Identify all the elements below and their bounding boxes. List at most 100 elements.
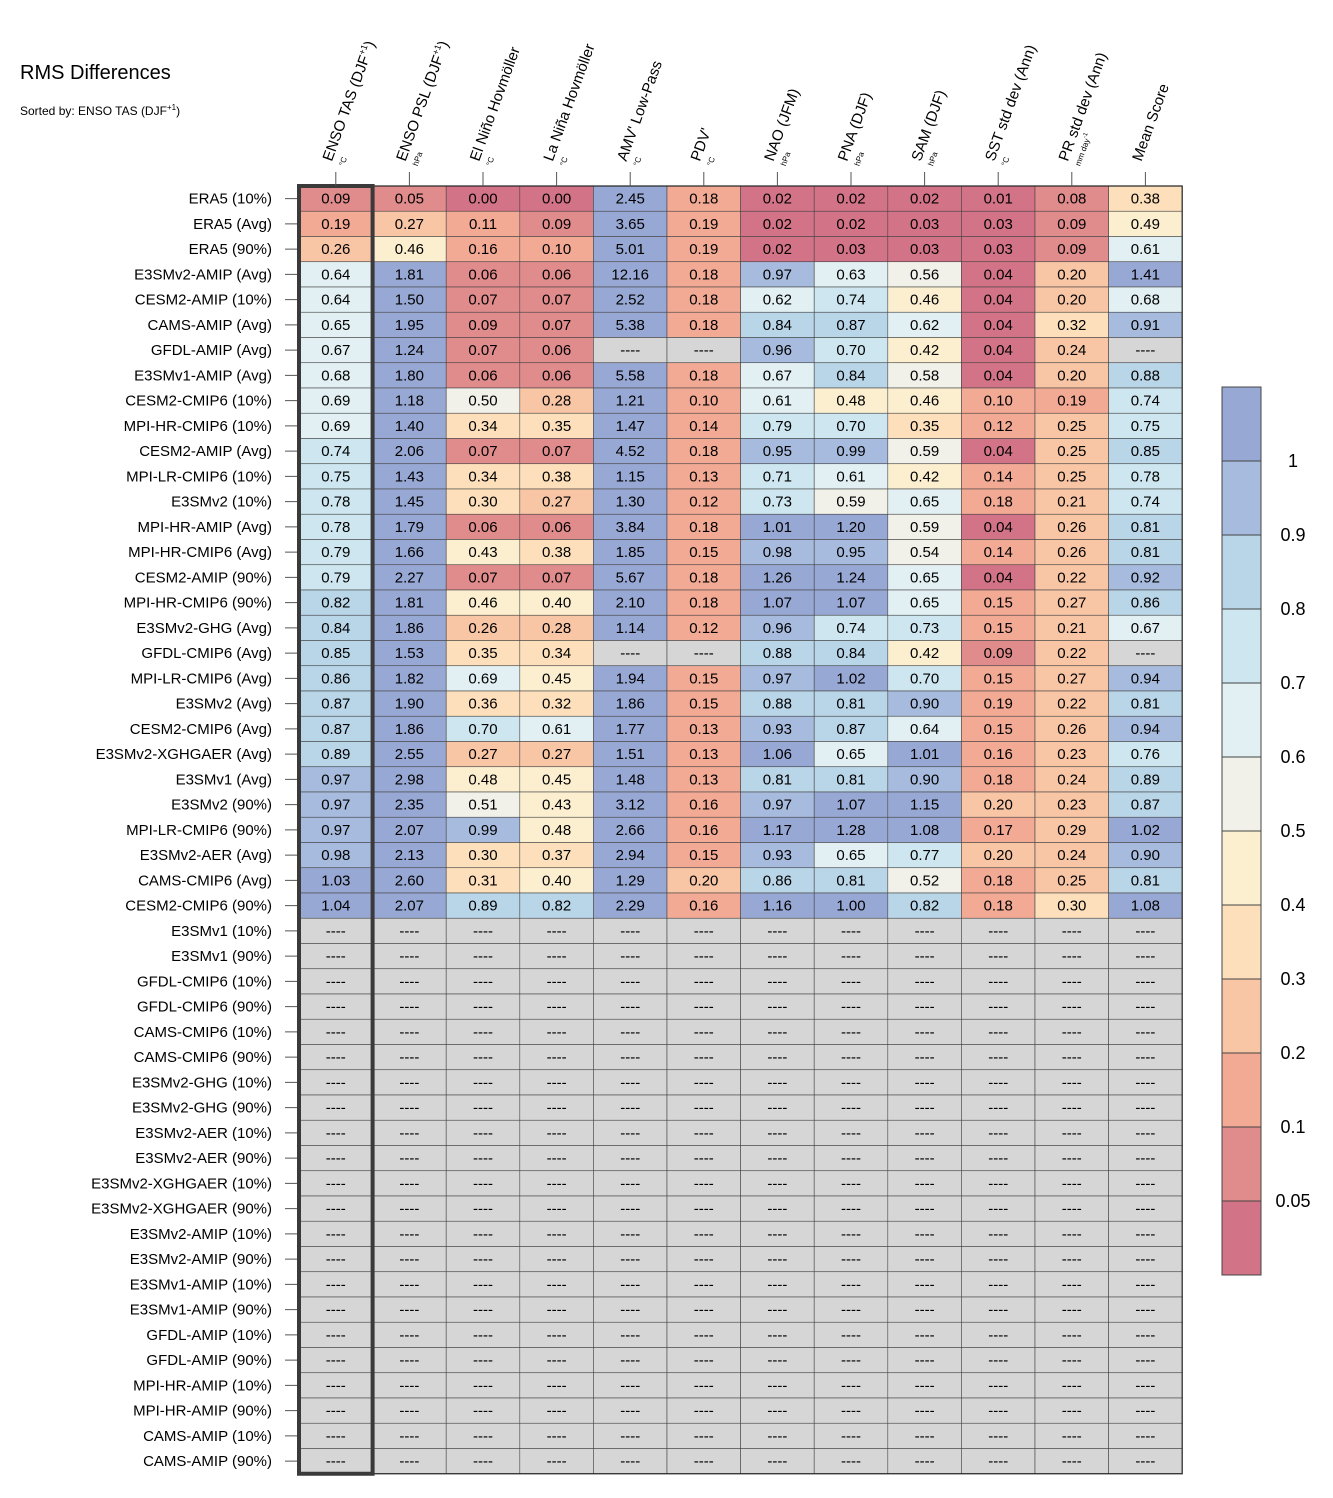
heatmap-cell	[593, 867, 668, 894]
cell-value: 0.71	[763, 468, 792, 485]
cell-value: 0.87	[836, 721, 865, 738]
heatmap-cell	[519, 311, 594, 338]
cell-value: ----	[547, 1100, 567, 1117]
heatmap-cell	[1108, 1397, 1183, 1424]
heatmap-cell	[445, 1170, 521, 1197]
cell-value: ----	[988, 1428, 1008, 1445]
cell-value: ----	[1062, 1428, 1082, 1445]
cell-value: ----	[399, 973, 419, 990]
heatmap-cell	[1034, 438, 1109, 465]
heatmap-cell	[519, 1119, 594, 1146]
heatmap-cell	[666, 1347, 741, 1374]
column-header: ENSO PSL (DJF+1)hPa	[393, 39, 452, 167]
heatmap-cell	[961, 1347, 1036, 1374]
cell-value: ----	[620, 1201, 640, 1218]
cell-value: ----	[988, 1175, 1008, 1192]
row-label: CESM2-CMIP6 (10%)	[125, 393, 272, 410]
heatmap-cell	[1108, 1271, 1183, 1298]
cell-value: 0.03	[836, 241, 865, 258]
cell-value: 0.22	[1057, 645, 1086, 662]
cell-value: 0.27	[542, 746, 571, 763]
cell-value: 1.08	[910, 822, 939, 839]
heatmap-cell	[1034, 1094, 1109, 1121]
cell-value: 0.69	[321, 418, 350, 435]
heatmap-cell	[813, 715, 889, 742]
heatmap-cell	[1108, 1170, 1183, 1197]
cell-value: ----	[473, 1150, 493, 1167]
column-header: PR std dev (Ann)mm day-1	[1056, 50, 1111, 167]
cell-value: 0.04	[984, 569, 1013, 586]
heatmap-cell	[887, 1119, 962, 1146]
cell-value: ----	[399, 1327, 419, 1344]
heatmap-cell	[519, 1145, 594, 1172]
cell-value: ----	[399, 1428, 419, 1445]
cell-value: ----	[841, 1327, 861, 1344]
cell-value: 0.64	[321, 266, 350, 283]
cell-value: 2.35	[395, 797, 424, 814]
heatmap-cell	[445, 1018, 521, 1045]
column-header: AMV' Low-Pass°C	[614, 59, 666, 168]
heatmap-cell	[813, 236, 889, 263]
heatmap-cell	[813, 387, 889, 414]
cell-value: ----	[915, 1175, 935, 1192]
cell-value: ----	[620, 1327, 640, 1344]
row-label: E3SMv2-GHG (10%)	[132, 1074, 272, 1091]
column-unit-label: °C	[1000, 155, 1012, 167]
heatmap-cell	[372, 690, 447, 717]
cell-value: ----	[988, 1125, 1008, 1142]
cell-value: ----	[620, 1049, 640, 1066]
heatmap-cell	[298, 1044, 373, 1071]
column-header: SST std dev (Ann)°C	[982, 43, 1040, 167]
cell-value: 0.15	[689, 544, 718, 561]
heatmap-cell	[961, 286, 1036, 313]
heatmap-cell	[298, 1347, 373, 1374]
cell-value: ----	[620, 1428, 640, 1445]
cell-value: 0.77	[910, 847, 939, 864]
cell-value: 2.07	[395, 822, 424, 839]
cell-value: 0.69	[321, 393, 350, 410]
cell-value: 0.88	[763, 696, 792, 713]
heatmap-cell	[593, 741, 668, 768]
cell-value: 0.93	[763, 847, 792, 864]
heatmap-cell	[1034, 1397, 1109, 1424]
heatmap-cell	[961, 1296, 1036, 1323]
cell-value: 0.09	[542, 216, 571, 233]
cell-value: 0.97	[763, 266, 792, 283]
cell-value: 1.24	[836, 569, 865, 586]
cell-value: 1.53	[395, 645, 424, 662]
heatmap-cell	[593, 917, 668, 944]
cell-value: ----	[399, 1302, 419, 1319]
cell-value: ----	[620, 342, 640, 359]
heatmap-cell	[961, 640, 1036, 667]
heatmap-cell	[1034, 715, 1109, 742]
cell-value: 0.81	[763, 771, 792, 788]
heatmap-cell	[1034, 665, 1109, 692]
heatmap-cell	[961, 539, 1036, 566]
cell-value: ----	[1135, 645, 1155, 662]
colorbar-bin	[1222, 1053, 1261, 1127]
cell-value: ----	[694, 973, 714, 990]
cell-value: 0.17	[984, 822, 1013, 839]
heatmap-cell	[961, 1195, 1036, 1222]
heatmap-cell	[813, 463, 889, 490]
row-label: MPI-HR-AMIP (Avg)	[138, 519, 272, 536]
cell-value: ----	[841, 1428, 861, 1445]
cell-value: ----	[473, 999, 493, 1016]
heatmap-cell	[1034, 1321, 1109, 1348]
cell-value: ----	[326, 1175, 346, 1192]
heatmap-cell	[593, 337, 668, 364]
heatmap-cell	[666, 816, 741, 843]
cell-value: ----	[1135, 1302, 1155, 1319]
cell-value: ----	[915, 1074, 935, 1091]
heatmap-cell	[1034, 842, 1109, 869]
cell-value: 0.59	[910, 443, 939, 460]
heatmap-cell	[666, 1220, 741, 1247]
heatmap-cell	[593, 1296, 668, 1323]
heatmap-cell	[961, 488, 1036, 515]
colorbar-tick-label: 0.1	[1280, 1117, 1305, 1137]
cell-value: ----	[326, 923, 346, 940]
heatmap-cell	[445, 286, 521, 313]
heatmap-cell	[813, 412, 889, 439]
cell-value: 0.78	[321, 519, 350, 536]
